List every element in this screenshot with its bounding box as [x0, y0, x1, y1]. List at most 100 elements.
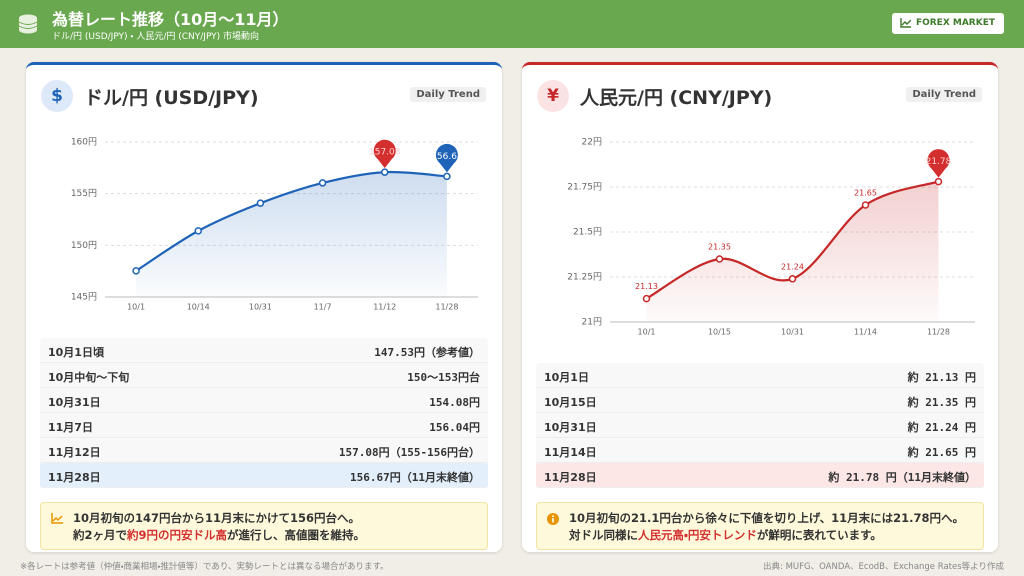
note-emphasis: 人民元高・円安トレンド — [638, 528, 757, 542]
table-row: 10月31日 154.08円 — [40, 388, 488, 413]
page-subtitle: ドル/円 (USD/JPY) ・ 人民元/円 (CNY/JPY) 市場動向 — [52, 32, 260, 42]
x-tick-label: 11/14 — [854, 328, 877, 337]
panel-icon: ¥ — [537, 80, 569, 112]
x-tick-label: 11/28 — [927, 328, 950, 337]
value-label: 21.24 — [781, 262, 804, 271]
row-value: 156.04円 — [429, 421, 480, 434]
note-line: 対ドル同様に人民元高・円安トレンドが鮮明に表れています。 — [569, 527, 983, 544]
point — [443, 172, 451, 181]
badge-text: FOREX MARKET — [915, 18, 995, 28]
note-line: 約2ヶ月で約9円の円安ドル高が進行し、高値圏を維持。 — [73, 527, 487, 544]
table-row: 10月中旬〜下旬 150〜153円台 — [40, 363, 488, 388]
x-tick-label: 10/15 — [708, 328, 731, 337]
panel-tag: Daily Trend — [410, 87, 486, 102]
y-tick-label: 22円 — [582, 137, 602, 148]
note-emphasis: 約9円の円安ドル高 — [127, 528, 228, 542]
y-tick-label: 21円 — [582, 317, 602, 328]
area — [136, 172, 447, 297]
row-value: 約 21.65 円 — [907, 446, 976, 459]
note: 10月初旬の147円台から11月末にかけて156円台へ。 約2ヶ月で約9円の円安… — [40, 502, 488, 550]
pin — [435, 143, 458, 173]
table-row: 11月28日 156.67円（11月末終値） — [40, 463, 488, 488]
table-row: 10月1日頃 147.53円（参考値） — [40, 338, 488, 363]
row-value: 約 21.35 円 — [907, 396, 976, 409]
row-label: 10月31日 — [544, 421, 597, 434]
table-row: 11月7日 156.04円 — [40, 413, 488, 438]
value-label: 21.65 — [854, 189, 877, 198]
value-label: 156.67 — [431, 152, 463, 162]
point — [788, 275, 797, 283]
header: 為替レート推移（10月〜11月） ドル/円 (USD/JPY) ・ 人民元/円 … — [0, 0, 1024, 48]
note-text: 約2ヶ月で — [73, 528, 128, 542]
chart: 21円 21.25円 21.5円 21.75円 22円 10/1 21.13 10/15 21.… — [567, 137, 975, 337]
note-line: 10月初旬の21.1円台から徐々に下値を切り上げ、11月末には21.78円へ。 — [569, 511, 964, 525]
row-label: 10月1日 — [544, 371, 589, 384]
rate-table: 10月1日約 21.13 円 10月15日約 21.35 円 10月31日約 21.… — [536, 363, 984, 488]
row-label: 11月28日 — [544, 471, 597, 484]
row-label: 10月31日 — [48, 396, 101, 409]
badge: FOREX MARKET — [891, 13, 1004, 34]
y-tick-label: 155円 — [71, 188, 97, 199]
note-text: が進行し、高値圏を維持。 — [227, 528, 366, 542]
row-label: 11月12日 — [48, 446, 101, 459]
row-label: 10月1日頃 — [48, 346, 104, 359]
point — [318, 179, 327, 187]
point — [381, 168, 389, 176]
row-value: 150〜153円台 — [407, 371, 480, 384]
row-label: 10月中旬〜下旬 — [48, 371, 130, 384]
point — [194, 227, 202, 235]
table-row: 11月14日 約 21.65 円 — [536, 438, 984, 463]
y-tick-label: 21.75円 — [567, 182, 602, 193]
value-label: 21.35 — [708, 243, 731, 252]
pin — [373, 139, 396, 169]
row-value: 約 21.13 円 — [907, 371, 976, 384]
table-row: 10月15日 約 21.35 円 — [536, 388, 984, 413]
x-tick-label: 10/31 — [249, 303, 272, 312]
point — [642, 294, 651, 303]
row-value: 約 21.24 円 — [907, 421, 976, 434]
x-tick-label: 11/28 — [435, 303, 458, 312]
note-text: が鮮明に表れています。 — [756, 528, 882, 542]
point — [132, 267, 140, 275]
row-value: 156.67円（11月末終値） — [350, 471, 480, 484]
chart: 145円 150円 155円 160円 10/1 10/14 10/31 11/7 11/12 1… — [71, 137, 478, 312]
y-tick-label: 145円 — [71, 292, 97, 303]
row-value: 157.08円（155-156円台） — [338, 446, 480, 459]
row-label: 11月14日 — [544, 446, 597, 459]
panel-tag: Daily Trend — [906, 87, 982, 102]
row-label: 10月15日 — [544, 396, 597, 409]
table-row: 10月31日 約 21.24 円 — [536, 413, 984, 438]
y-tick-label: 150円 — [71, 240, 97, 251]
value-label: 157.08 — [369, 148, 401, 158]
row-value: 147.53円（参考値） — [374, 346, 480, 359]
table-row: 10月1日 約 21.13 円 — [536, 363, 984, 388]
row-label: 11月7日 — [48, 421, 93, 434]
header-icon — [18, 14, 38, 34]
point — [256, 199, 265, 207]
note: 10月初旬の21.1円台から徐々に下値を切り上げ、11月末には21.78円へ。 … — [536, 502, 984, 550]
value-label: 21.78 — [926, 157, 952, 167]
usd-panel: $ ドル/円 (USD/JPY) Daily Trend 145円 150円 155… — [26, 62, 502, 552]
cny-panel: ¥ 人民元/円 (CNY/JPY) Daily Trend 21円 21.25円 2… — [522, 62, 998, 552]
x-tick-label: 10/1 — [638, 328, 656, 337]
y-tick-label: 21.5円 — [573, 227, 602, 238]
page-title: 為替レート推移（10月〜11月） — [52, 10, 289, 29]
point — [861, 201, 870, 209]
x-tick-label: 10/1 — [127, 303, 145, 312]
table-row: 11月12日 157.08円（155-156円台） — [40, 438, 488, 463]
area — [646, 181, 939, 322]
x-tick-label: 11/12 — [373, 303, 396, 312]
panel-title: 人民元/円 (CNY/JPY) — [580, 87, 773, 109]
y-tick-label: 21.25円 — [567, 272, 602, 283]
panel-title: ドル/円 (USD/JPY) — [84, 87, 259, 109]
y-tick-label: 160円 — [71, 137, 97, 148]
rate-table: 10月1日頃 147.53円（参考値） 10月中旬〜下旬 150〜153円台 10月31… — [40, 338, 488, 488]
table-row: 11月28日 約 21.78 円（11月末終値） — [536, 463, 984, 488]
note-text: 対ドル同様に — [569, 528, 638, 542]
value-label: 21.13 — [635, 282, 658, 291]
x-tick-label: 10/14 — [187, 303, 210, 312]
panel-icon: $ — [41, 80, 73, 112]
row-value: 約 21.78 円（11月末終値） — [828, 471, 976, 484]
row-value: 154.08円 — [429, 396, 480, 409]
